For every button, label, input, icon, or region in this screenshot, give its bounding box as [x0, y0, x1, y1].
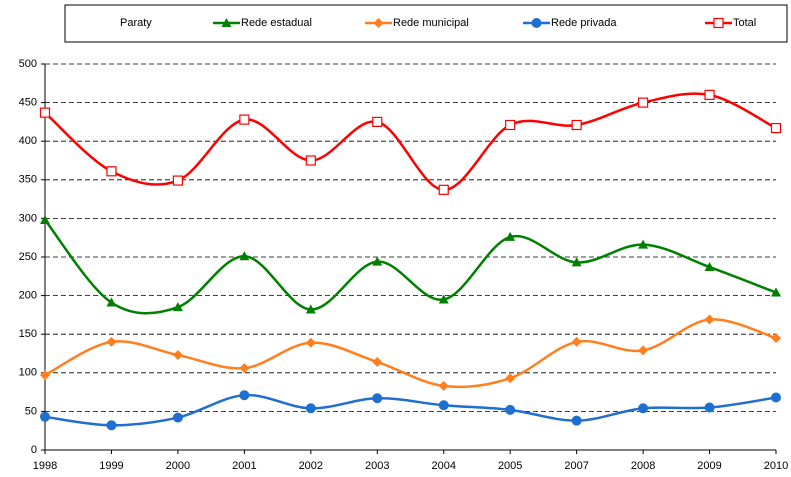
marker [505, 373, 516, 384]
marker [172, 302, 183, 312]
x-tick-label: 2003 [365, 460, 389, 472]
legend-marker [531, 18, 542, 28]
marker [505, 119, 516, 131]
y-tick-label: 100 [19, 367, 37, 379]
marker [172, 412, 183, 423]
legend-label: Rede estadual [241, 17, 312, 29]
x-tick-label: 2010 [764, 460, 788, 472]
legend-label: Rede privada [551, 17, 617, 29]
marker [704, 314, 715, 325]
marker [505, 404, 516, 415]
marker [438, 294, 449, 304]
marker [106, 166, 117, 177]
x-tick-label: 2005 [498, 460, 522, 472]
marker [372, 256, 383, 266]
marker [40, 370, 50, 381]
marker [40, 411, 50, 422]
legend-box [64, 4, 788, 43]
series-line [44, 92, 777, 192]
x-tick-label: 1999 [99, 460, 123, 472]
marker [172, 175, 184, 186]
marker [305, 403, 316, 414]
y-tick-label: 150 [19, 328, 37, 340]
marker [305, 155, 316, 166]
marker [771, 287, 781, 297]
marker [239, 363, 250, 374]
x-tick-label: 2009 [697, 460, 721, 472]
x-tick-label: 2002 [299, 460, 323, 472]
marker [438, 380, 449, 391]
marker [305, 304, 316, 314]
marker [571, 415, 582, 426]
marker [771, 333, 781, 344]
marker [704, 402, 715, 413]
marker [638, 403, 649, 414]
marker [638, 239, 649, 249]
marker [39, 107, 51, 118]
marker [571, 257, 582, 267]
y-tick-label: 50 [25, 405, 37, 417]
y-tick-label: 0 [31, 444, 37, 456]
marker [305, 337, 316, 348]
x-tick-label: 2008 [631, 460, 655, 472]
y-tick-label: 500 [19, 58, 37, 70]
x-tick-label: 2000 [166, 460, 190, 472]
series-line [44, 393, 777, 427]
legend-label: Total [733, 17, 756, 29]
marker [372, 356, 383, 367]
marker [40, 214, 50, 224]
marker [438, 400, 449, 411]
y-tick-label: 350 [19, 174, 37, 186]
marker [239, 251, 250, 261]
marker [571, 119, 582, 131]
marker [638, 345, 649, 356]
marker [438, 184, 449, 195]
x-tick-label: 2001 [232, 460, 256, 472]
y-tick-label: 450 [19, 97, 37, 109]
marker [106, 297, 117, 307]
x-tick-label: 1998 [33, 460, 57, 472]
marker [637, 97, 649, 108]
legend-marker [373, 18, 384, 28]
marker [704, 89, 715, 100]
marker [372, 393, 383, 404]
x-tick-label: 2004 [431, 460, 455, 472]
marker [770, 122, 782, 134]
series-line [44, 318, 777, 389]
legend-marker [221, 18, 232, 27]
marker [239, 114, 250, 125]
marker [106, 336, 117, 347]
series-line [44, 219, 777, 315]
legend-title: Paraty [120, 17, 152, 29]
x-tick-label: 2007 [564, 460, 588, 472]
marker [106, 420, 117, 431]
marker [239, 390, 250, 401]
legend-label: Rede municipal [393, 17, 469, 29]
marker [771, 392, 781, 403]
y-tick-label: 400 [19, 135, 37, 147]
y-tick-label: 250 [19, 251, 37, 263]
y-tick-label: 200 [19, 290, 37, 302]
marker [172, 350, 183, 361]
y-tick-label: 300 [19, 212, 37, 224]
marker [372, 116, 383, 128]
marker [505, 231, 516, 241]
marker [571, 336, 582, 347]
legend-marker [713, 17, 724, 29]
marker [704, 262, 715, 272]
